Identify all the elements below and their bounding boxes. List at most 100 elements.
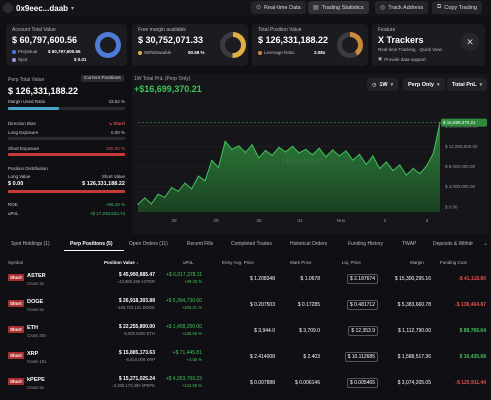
free-margin-donut-chart — [220, 32, 246, 58]
realtime-data-button[interactable]: ⊙ Real-time Data — [251, 1, 306, 14]
col-symbol[interactable]: Symbol — [8, 260, 24, 265]
x-icon: ✕ — [461, 33, 479, 51]
col-entry-price[interactable]: Entry Avg. Price — [222, 260, 254, 265]
long-exposure-label: Long Exposure — [8, 130, 39, 135]
perpetual-row: Perpetual — [12, 49, 37, 54]
timeframe-dropdown[interactable]: ◷ 1W ▾ — [367, 78, 399, 91]
perp-summary-panel: Perp Total Value Current Positions $ 126… — [6, 74, 127, 232]
distribution-bar — [8, 190, 125, 193]
direction-bias-label: Direction Bias — [8, 121, 36, 126]
short-exposure-bar — [8, 153, 125, 156]
y-tick-label: $ 8,000,000.00 — [445, 164, 476, 169]
upnl-percent: +4.50 % — [186, 357, 202, 362]
entry-price: $ 1.208348 — [249, 276, 275, 282]
active-tab-underline — [64, 250, 124, 251]
upnl-percent: +126.55 % — [181, 331, 202, 336]
margin-ratio-label: Margin Used Ratio — [8, 99, 46, 104]
col-margin[interactable]: Margin — [410, 260, 424, 265]
pnl-point — [392, 170, 394, 172]
position-size: -2,300,173,490 kPEPE — [112, 383, 155, 388]
mark-price: $ 3,709.0 — [299, 328, 320, 334]
tab-recent-fills[interactable]: Recent Fills — [187, 241, 214, 247]
scope-dropdown[interactable]: Perp Only ▾ — [403, 78, 445, 91]
timeframe-value: 1W — [379, 81, 388, 88]
margin-value: $ 1,588,517.36 — [397, 354, 431, 360]
wallet-selector[interactable]: 0x9eec...daab ▾ — [3, 3, 74, 13]
col-funding-cost[interactable]: Funding Cost — [440, 260, 467, 265]
symbol[interactable]: ETH — [27, 325, 38, 331]
perpetual-label: Perpetual — [18, 49, 38, 54]
entry-price: $ 0.007888 — [249, 380, 275, 386]
track-address-button[interactable]: ◎ Track Address — [375, 1, 429, 14]
x-tick-label: 28 — [171, 218, 177, 224]
pnl-point — [144, 197, 146, 199]
leverage-label: Leverage Ratio — [264, 50, 295, 55]
col-liq-price[interactable]: Liq. Price — [342, 260, 361, 265]
symbol[interactable]: ASTER — [27, 273, 46, 279]
long-exposure-value: 0.00 % — [110, 130, 125, 135]
calendar-icon: ◷ — [372, 81, 377, 88]
col-upnl[interactable]: uPnL — [183, 260, 194, 265]
position-size: -6,000.0000 ETH — [123, 331, 155, 336]
liq-price: $ 2.187674 — [346, 274, 378, 284]
funding-cost: -$ 138,464.87 — [455, 302, 486, 308]
pnl-point — [412, 167, 414, 170]
pnl-point — [352, 159, 354, 161]
tab-funding-history[interactable]: Funding History — [348, 241, 384, 247]
table-row[interactable]: Short DOGE Cross 5x $ 26,918,303.88 -155,723… — [0, 294, 491, 320]
spot-label: Spot — [18, 57, 28, 62]
short-value: $ 126,331,188.22 — [82, 181, 125, 187]
pnl-point — [211, 159, 213, 162]
pnl-point — [345, 150, 347, 152]
scope-value: Perp Only — [408, 81, 434, 88]
tab-open-orders[interactable]: Open Orders (11) — [129, 241, 168, 247]
perpetual-dot — [12, 49, 16, 54]
table-row[interactable]: Short ETH Cross 20x $ 22,255,800.00 -6,000.0… — [0, 320, 491, 346]
tab-deposits-withdrawals[interactable]: Deposits & Withdr — [433, 241, 474, 247]
metric-dropdown[interactable]: Total PnL ▾ — [447, 78, 488, 91]
card-label: Account Total Value — [12, 27, 56, 33]
pnl-chart-value: +$16,699,370.21 — [134, 84, 202, 94]
leverage: Cross 5x — [27, 385, 44, 390]
table-row[interactable]: Short ASTER Cross 3x $ 45,900,885.47 -43,966… — [0, 268, 491, 294]
track-icon: ◎ — [380, 5, 386, 11]
card-label: Feature — [378, 27, 396, 33]
long-exposure-track — [8, 137, 125, 140]
side-badge: Short — [8, 352, 24, 359]
col-position-value-label: Position Value — [104, 260, 135, 265]
pnl-point — [298, 152, 300, 154]
symbol[interactable]: kPEPE — [27, 377, 45, 383]
upnl-value: +$ 71,445.81 — [172, 350, 202, 356]
position-distribution-label: Position Distribution — [8, 166, 48, 171]
table-row[interactable]: Short kPEPE Cross 5x $ 15,271,025.24 -2,300,… — [0, 372, 491, 398]
free-margin-value: $ 30,752,071.33 — [138, 35, 204, 45]
col-mark-price[interactable]: Mark Price — [290, 260, 312, 265]
pnl-point — [157, 193, 159, 195]
leverage: Cross 3x — [27, 281, 44, 286]
tabs-scroll-icon[interactable]: ⌄ — [483, 241, 489, 247]
tab-perp-positions[interactable]: Perp Positions (5) — [70, 241, 113, 247]
col-position-value[interactable]: Position Value ↓ — [104, 260, 138, 265]
current-value-badge — [441, 118, 487, 127]
trading-statistics-button[interactable]: ▤ Trading Statistics — [308, 1, 369, 14]
symbol[interactable]: DOGE — [27, 299, 44, 305]
withdrawable-dot — [138, 50, 142, 55]
margin-ratio-track — [8, 107, 125, 110]
x-tick-label: Nov — [337, 218, 346, 224]
tab-historical-orders[interactable]: Historical Orders — [290, 241, 328, 247]
tab-spot-holdings[interactable]: Spot Holdings (1) — [11, 241, 50, 247]
pnl-point — [358, 153, 361, 155]
margin-ratio-value: 43.52 % — [108, 99, 125, 104]
upnl-percent: +100.21 % — [181, 305, 202, 310]
spot-dot — [12, 57, 16, 62]
x-tick-label: 3 — [426, 218, 429, 224]
table-row[interactable]: Short XRP Cross 10x $ 15,885,173.63 -6,610,0… — [0, 346, 491, 372]
tab-twap[interactable]: TWAP — [402, 241, 417, 247]
copy-trading-button[interactable]: ⧉ Copy Trading — [432, 1, 483, 14]
symbol[interactable]: XRP — [27, 351, 39, 357]
feature-card[interactable]: Feature X Trackers Real-time Tracking · … — [372, 24, 485, 66]
funding-cost: -$ 125,911.44 — [455, 380, 486, 386]
mark-price: $ 0.006146 — [294, 380, 320, 386]
tab-completed-trades[interactable]: Completed Trades — [231, 241, 272, 247]
withdrawable-value: 50.58 % — [188, 50, 205, 55]
